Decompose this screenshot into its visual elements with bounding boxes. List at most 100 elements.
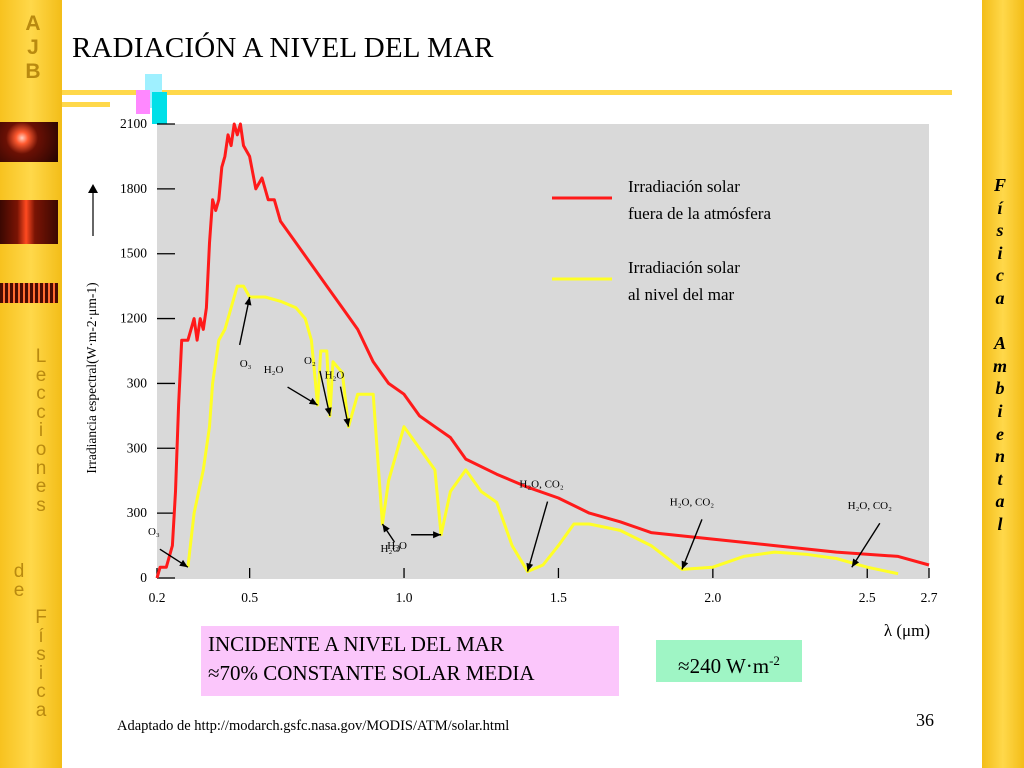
vertical-letter: L [35, 346, 47, 367]
y-tick-label: 300 [127, 440, 148, 455]
annotation: H₂O, CO₂ [848, 500, 893, 568]
x-tick-label: 1.0 [396, 590, 413, 605]
legend-label-outside-line1: Irradiación solar [628, 177, 740, 196]
annotation: H₂O [325, 370, 351, 427]
vertical-letter: A [993, 333, 1006, 354]
logo-letter: B [25, 60, 41, 83]
annotation-arrow [681, 519, 703, 570]
y-axis-label: Irradiancia espectral(W·m-2·μm-1) [84, 282, 99, 473]
series-line-outside-atmosphere [155, 122, 930, 579]
annotation-arrowhead [851, 558, 860, 568]
series-line-sea-level [186, 284, 899, 576]
annotation-label: O₃ [240, 358, 252, 370]
y-tick-label: 300 [127, 375, 148, 390]
annotation-arrow [851, 522, 881, 568]
y-tick-label: 2100 [120, 116, 147, 131]
x-axis-label: λ (μm) [884, 621, 930, 640]
annotation: H₂O [387, 531, 442, 552]
annotation-label: H₂O [381, 543, 401, 555]
annotation-arrowhead [343, 418, 351, 427]
right-decorative-bar [982, 0, 1024, 768]
annotation-arrowhead [179, 559, 188, 568]
annotation-label: H₂O, CO₂ [519, 479, 564, 491]
annotation-label: H₂O [387, 540, 407, 552]
annotation-label: H₂O [325, 370, 345, 382]
x-tick-label: 0.5 [241, 590, 258, 605]
annotation: O₃ [238, 296, 252, 370]
vertical-letter: e [35, 364, 47, 386]
annotation: O₃ [148, 526, 189, 568]
page-number: 36 [916, 710, 934, 730]
vertical-letter: c [36, 401, 46, 423]
x-tick-label: 0.2 [149, 590, 166, 605]
logo-letter: J [27, 36, 39, 59]
legend-label-sea-level-line1: Irradiación solar [628, 258, 740, 277]
vertical-letter: a [35, 699, 47, 721]
vertical-letter: e [996, 423, 1004, 444]
vertical-letter: e [35, 476, 47, 498]
irradiance-value-box: ≈240 W·m-2 [656, 640, 802, 682]
y-tick-label: 1500 [120, 246, 147, 261]
annotation-arrowhead [308, 397, 318, 406]
vertical-letter: F [35, 607, 47, 628]
annotation-arrowhead [433, 531, 442, 539]
vertical-letter: s [36, 494, 46, 516]
annotation-label: H₂O [264, 364, 284, 376]
box-line-2: ≈70% CONSTANTE SOLAR MEDIA [208, 661, 535, 685]
logo-letter: A [25, 12, 41, 35]
vertical-letter: t [997, 468, 1003, 489]
vertical-letter: s [996, 220, 1004, 241]
vertical-letter: c [36, 383, 46, 405]
vertical-letter: i [38, 420, 44, 442]
vertical-letter: i [997, 400, 1003, 421]
page-title: RADIACIÓN A NIVEL DEL MAR [72, 32, 494, 64]
vertical-letter: c [996, 265, 1004, 286]
vertical-letter: F [993, 175, 1006, 195]
box-line-1: INCIDENTE A NIVEL DEL MAR [208, 632, 504, 656]
x-tick-label: 2.7 [921, 590, 938, 605]
annotation-arrowhead [382, 523, 390, 533]
annotation-arrowhead [681, 560, 689, 570]
ajb-logo: A J B [22, 12, 44, 84]
annotation-arrowhead [244, 296, 252, 306]
vertical-letter: d [13, 561, 25, 582]
vertical-letter: i [997, 242, 1003, 263]
x-tick-label: 1.5 [550, 590, 567, 605]
vertical-letter: í [997, 197, 1003, 218]
x-tick-label: 2.0 [704, 590, 721, 605]
vertical-letter: b [995, 378, 1005, 399]
annotation-arrowhead [526, 562, 534, 572]
thumbnail-image-3 [0, 283, 58, 303]
annotation: H₂O [381, 523, 401, 555]
thumbnail-image-1 [0, 122, 58, 162]
legend-label-outside-line2: fuera de la atmósfera [628, 204, 771, 223]
title-decoration [62, 74, 952, 124]
vertical-letter: i [38, 662, 44, 684]
annotation: H₂O, CO₂ [670, 496, 714, 570]
annotation-label: O₃ [148, 526, 160, 538]
legend-label-sea-level-line2: al nivel del mar [628, 285, 735, 304]
annotation-label: H₂O, CO₂ [848, 500, 893, 512]
vertical-letter: o [35, 438, 47, 460]
annotation-arrow [238, 296, 251, 346]
vertical-letter: l [997, 513, 1003, 534]
annotation: H₂O, CO₂ [519, 479, 564, 572]
annotation-arrow [526, 501, 549, 572]
irradiance-exponent: -2 [769, 653, 780, 668]
vertical-letter: m [993, 355, 1008, 376]
vertical-letter: a [995, 287, 1005, 308]
vertical-letter: c [36, 681, 46, 703]
y-axis-arrowhead [88, 184, 98, 193]
vertical-letter: n [35, 457, 47, 479]
thumbnail-image-2 [0, 200, 58, 244]
y-tick-label: 0 [140, 570, 147, 585]
plot-area [157, 124, 929, 579]
annotation-label: O₂ [304, 355, 316, 367]
annotation-arrowhead [324, 407, 332, 416]
vertical-letter: a [995, 491, 1005, 512]
